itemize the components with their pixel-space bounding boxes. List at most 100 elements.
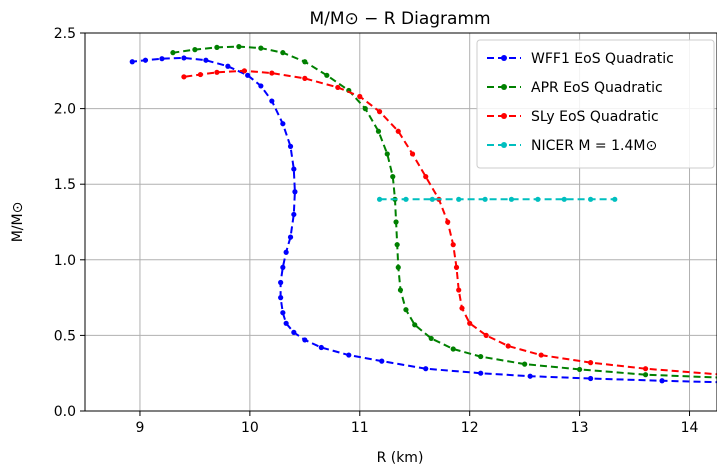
data-point [236, 44, 242, 50]
data-point [283, 320, 289, 326]
data-point [642, 372, 649, 378]
data-point [280, 264, 286, 270]
legend: WFF1 EoS Quadratic APR EoS Quadratic SLy E… [476, 39, 715, 169]
data-point [225, 63, 231, 69]
data-point [302, 337, 308, 343]
data-point [197, 71, 204, 78]
data-point [181, 74, 187, 80]
x-axis-ticks: 9 10 11 12 13 14 [135, 411, 699, 436]
data-point [379, 358, 385, 364]
data-point [241, 68, 247, 74]
data-point [302, 59, 308, 65]
data-point [375, 128, 382, 134]
data-point [409, 151, 416, 157]
data-point [324, 72, 330, 78]
data-point [642, 366, 649, 372]
data-point [459, 305, 465, 311]
data-point [291, 166, 297, 172]
legend-label: NICER M = 1.4M⊙ [531, 138, 657, 154]
y-axis-label: M/M⊙ [10, 202, 26, 243]
data-point [450, 242, 456, 248]
data-point [159, 56, 165, 62]
data-point [522, 361, 528, 367]
data-point [588, 196, 594, 202]
legend-entry: NICER M = 1.4M⊙ [487, 138, 657, 154]
data-point [535, 196, 541, 202]
data-point [181, 55, 187, 61]
legend-label: APR EoS Quadratic [531, 80, 663, 96]
data-point [376, 109, 383, 115]
data-point [659, 378, 665, 384]
x-tick-label: 13 [571, 420, 589, 436]
data-point [280, 310, 286, 316]
data-point [258, 45, 264, 51]
data-point [403, 196, 409, 202]
data-point [302, 75, 308, 81]
data-point [453, 264, 460, 270]
data-point [291, 211, 297, 218]
data-point [287, 234, 294, 240]
data-point [280, 50, 286, 56]
y-axis-ticks: 0.0 0.5 1.0 1.5 2.0 2.5 [54, 26, 85, 420]
legend-swatch-marker [501, 142, 507, 148]
data-point [346, 352, 352, 358]
series-4 [376, 196, 618, 202]
data-point [283, 249, 289, 255]
data-point [362, 106, 368, 112]
data-point [395, 264, 401, 270]
legend-entry: SLy EoS Quadratic [487, 109, 659, 125]
data-point [393, 219, 399, 225]
legend-entry: WFF1 EoS Quadratic [487, 51, 674, 67]
data-point [588, 360, 594, 366]
y-tick-label: 0.5 [54, 328, 76, 344]
legend-swatch-marker [501, 84, 507, 90]
data-point [467, 320, 473, 326]
x-tick-label: 11 [351, 420, 369, 436]
x-axis-label: R (km) [377, 450, 424, 466]
data-point [278, 279, 284, 286]
data-point [403, 307, 409, 313]
data-point [423, 366, 429, 372]
data-point [203, 57, 209, 63]
data-point [483, 332, 489, 338]
data-point [357, 93, 363, 100]
data-point [450, 346, 456, 352]
data-point [423, 174, 429, 180]
data-point [412, 322, 418, 328]
data-point [170, 50, 176, 56]
data-point [456, 287, 462, 293]
data-point [395, 128, 401, 134]
data-point [376, 196, 383, 202]
data-point [505, 343, 511, 349]
data-point [214, 44, 220, 50]
data-point [428, 335, 434, 342]
data-point [482, 196, 488, 202]
data-point [192, 47, 198, 53]
y-tick-label: 2.5 [54, 26, 76, 42]
data-point [280, 121, 286, 127]
data-point [538, 352, 544, 358]
data-point [318, 344, 324, 351]
series-layer [129, 44, 717, 384]
data-point [129, 59, 135, 65]
x-tick-label: 12 [461, 420, 479, 436]
data-point [561, 196, 567, 202]
data-point [278, 295, 284, 301]
y-tick-label: 1.5 [54, 177, 76, 193]
legend-label: SLy EoS Quadratic [531, 109, 659, 125]
legend-label: WFF1 EoS Quadratic [531, 51, 674, 67]
series-1 [129, 55, 717, 384]
data-point [384, 151, 390, 157]
data-point [214, 69, 220, 75]
y-tick-label: 1.0 [54, 253, 76, 269]
data-point [292, 189, 298, 195]
data-point [390, 174, 396, 180]
data-point [429, 196, 435, 202]
data-point [394, 242, 400, 248]
data-point [291, 329, 297, 335]
data-point [142, 57, 149, 63]
data-point [478, 370, 484, 376]
legend-swatch-marker [501, 55, 507, 61]
data-point [478, 353, 484, 360]
